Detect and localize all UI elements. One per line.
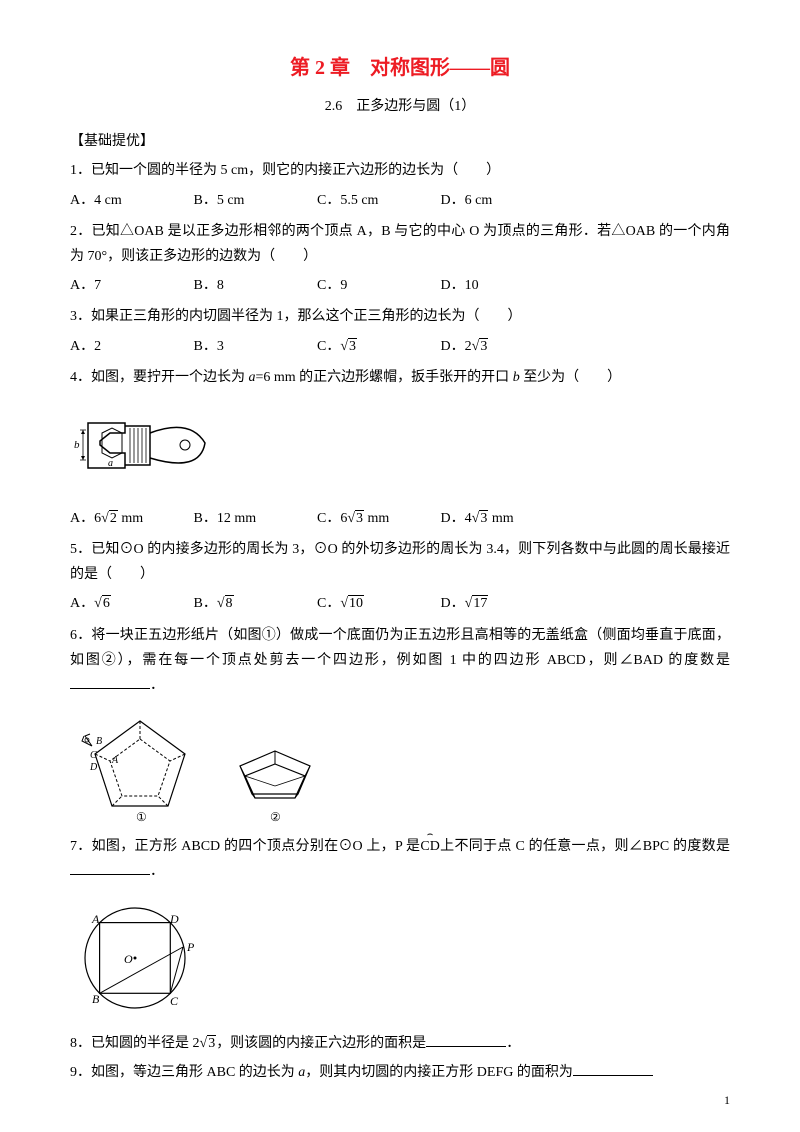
q4-options: A．6√2 mm B．12 mm C．6√3 mm D．4√3 mm	[70, 506, 730, 531]
section-header: 【基础提优】	[70, 129, 730, 154]
svg-text:C: C	[90, 750, 97, 761]
q2-opt-d: D．10	[441, 273, 561, 298]
q1-options: A．4 cm B．5 cm C．5.5 cm D．6 cm	[70, 188, 730, 213]
q1-opt-d: D．6 cm	[441, 188, 561, 213]
q3-opt-b: B．3	[194, 334, 314, 359]
q7-blank	[70, 860, 150, 875]
svg-text:D: D	[169, 912, 179, 926]
q9-blank	[573, 1061, 653, 1076]
svg-text:a: a	[108, 458, 113, 469]
q3-opt-a: A．2	[70, 334, 190, 359]
q4-opt-a: A．6√2 mm	[70, 506, 190, 531]
question-4: 4．如图，要拧开一个边长为 a=6 mm 的正六边形螺帽，扳手张开的开口 b 至…	[70, 365, 730, 390]
svg-text:b: b	[74, 439, 80, 451]
q1-opt-c: C．5.5 cm	[317, 188, 437, 213]
q4-figure: b a	[70, 398, 730, 498]
q4-opt-b: B．12 mm	[194, 506, 314, 531]
svg-text:C: C	[170, 994, 179, 1008]
svg-text:B: B	[96, 736, 102, 747]
svg-text:A: A	[111, 755, 119, 766]
svg-text:P: P	[186, 940, 195, 954]
q4-opt-c: C．6√3 mm	[317, 506, 437, 531]
pentagon-figure: B C A D ① ②	[70, 706, 370, 826]
question-7: 7．如图，正方形 ABCD 的四个顶点分别在⊙O 上，P 是⌢CD上不同于点 C…	[70, 834, 730, 884]
svg-text:D: D	[89, 762, 98, 773]
q1-opt-b: B．5 cm	[194, 188, 314, 213]
q4-opt-d: D．4√3 mm	[441, 506, 561, 531]
q3-opt-c: C．√3	[317, 334, 437, 359]
q2-options: A．7 B．8 C．9 D．10	[70, 273, 730, 298]
q5-opt-b: B．√8	[194, 591, 314, 616]
q6-blank	[70, 674, 150, 689]
question-9: 9．如图，等边三角形 ABC 的边长为 a，则其内切圆的内接正方形 DEFG 的…	[70, 1060, 730, 1085]
subtitle: 2.6 正多边形与圆（1）	[70, 94, 730, 119]
circle-square-figure: A D B C O P	[70, 893, 210, 1023]
q6-figure: B C A D ① ②	[70, 706, 730, 826]
q5-opt-d: D．√17	[441, 591, 561, 616]
q8-blank	[426, 1032, 506, 1047]
svg-text:A: A	[91, 912, 100, 926]
q1-opt-a: A．4 cm	[70, 188, 190, 213]
q2-opt-a: A．7	[70, 273, 190, 298]
svg-text:②: ②	[270, 810, 281, 824]
svg-text:①: ①	[136, 810, 147, 824]
wrench-icon: b a	[70, 398, 210, 498]
svg-text:O: O	[124, 952, 133, 966]
q7-figure: A D B C O P	[70, 893, 730, 1023]
q5-opt-a: A．√6	[70, 591, 190, 616]
question-3: 3．如果正三角形的内切圆半径为 1，那么这个正三角形的边长为（ ）	[70, 304, 730, 329]
q3-options: A．2 B．3 C．√3 D．2√3	[70, 334, 730, 359]
chapter-title: 第 2 章 对称图形——圆	[70, 50, 730, 86]
question-6: 6．将一块正五边形纸片（如图①）做成一个底面仍为正五边形且高相等的无盖纸盒（侧面…	[70, 623, 730, 699]
q5-opt-c: C．√10	[317, 591, 437, 616]
question-8: 8．已知圆的半径是 2√3，则该圆的内接正六边形的面积是．	[70, 1031, 730, 1056]
q2-opt-c: C．9	[317, 273, 437, 298]
question-2: 2．已知△OAB 是以正多边形相邻的两个顶点 A，B 与它的中心 O 为顶点的三…	[70, 219, 730, 269]
q5-options: A．√6 B．√8 C．√10 D．√17	[70, 591, 730, 616]
svg-text:B: B	[92, 992, 100, 1006]
question-1: 1．已知一个圆的半径为 5 cm，则它的内接正六边形的边长为（ ）	[70, 158, 730, 183]
page-number: 1	[724, 1090, 730, 1112]
q3-opt-d: D．2√3	[441, 334, 561, 359]
q2-opt-b: B．8	[194, 273, 314, 298]
question-5: 5．已知⊙O 的内接多边形的周长为 3，⊙O 的外切多边形的周长为 3.4，则下…	[70, 537, 730, 587]
